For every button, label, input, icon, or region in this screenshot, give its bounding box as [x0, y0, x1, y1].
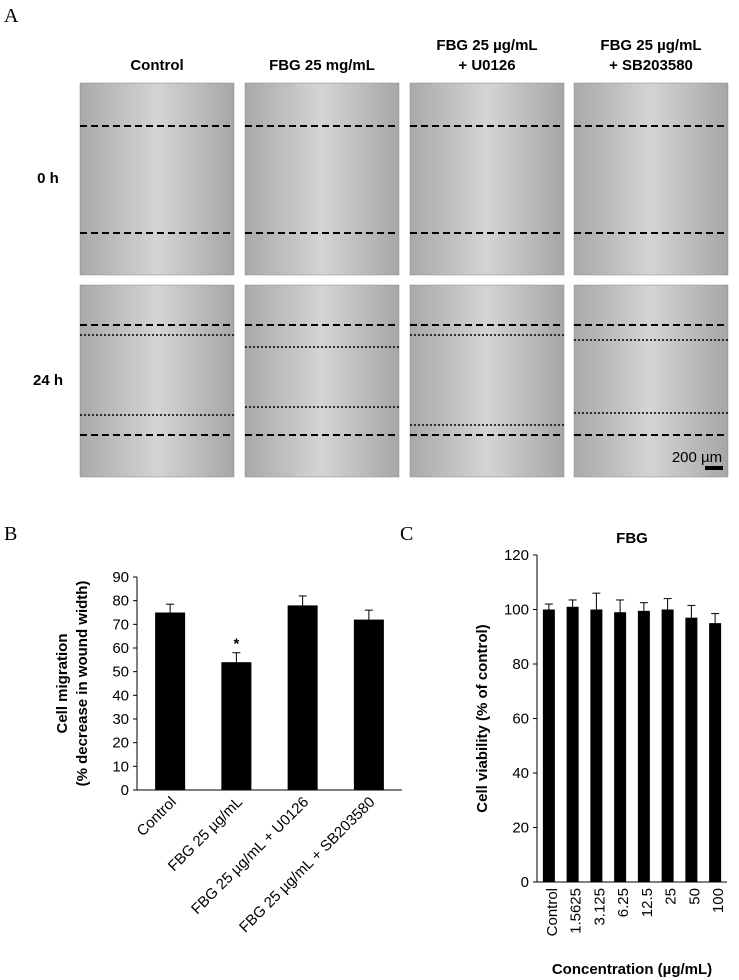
y-tick-label: 20 — [112, 735, 129, 752]
micrograph — [79, 82, 235, 276]
bar — [614, 612, 627, 882]
panel-label: A — [4, 5, 19, 27]
bar — [590, 609, 603, 882]
x-tick-label: Control — [134, 794, 180, 840]
bar — [661, 609, 674, 882]
panel-label: C — [400, 523, 413, 545]
y-axis-label: Cell viability (% of control) — [474, 624, 491, 812]
micrograph — [573, 82, 729, 276]
x-tick-label: FBG 25 µg/mL + U0126 — [188, 794, 312, 918]
micrograph — [79, 284, 235, 478]
bar — [155, 612, 186, 790]
error-bar — [616, 599, 625, 625]
error-bar — [687, 604, 696, 631]
row-label: 0 h — [37, 170, 59, 187]
y-tick-label: 80 — [112, 593, 129, 610]
scale-bar — [705, 466, 723, 470]
column-header: + SB203580 — [609, 57, 693, 74]
y-tick-label: 60 — [112, 640, 129, 657]
x-tick-label: Control — [544, 888, 561, 936]
y-tick-label: 40 — [512, 765, 529, 782]
micrograph — [244, 82, 400, 276]
micrograph — [573, 284, 729, 478]
bar — [353, 619, 384, 790]
micrograph — [409, 284, 565, 478]
error-bar — [663, 598, 672, 621]
column-header: FBG 25 µg/mL — [436, 37, 537, 54]
column-header: + U0126 — [458, 57, 515, 74]
error-bar — [298, 595, 307, 616]
bar — [709, 623, 722, 882]
x-tick-label: 6.25 — [615, 888, 632, 917]
chart-title: FBG — [616, 530, 648, 547]
x-axis-label: Concentration (µg/mL) — [552, 961, 712, 978]
scale-bar-label: 200 µm — [672, 449, 722, 466]
row-label: 24 h — [33, 372, 63, 389]
bar — [566, 606, 579, 882]
error-bar — [232, 652, 241, 673]
bar — [221, 662, 252, 790]
y-tick-label: 20 — [512, 820, 529, 837]
micrograph — [409, 82, 565, 276]
column-header: FBG 25 µg/mL — [600, 37, 701, 54]
error-bar — [166, 603, 175, 622]
y-tick-label: 30 — [112, 711, 129, 728]
error-bar — [544, 603, 553, 616]
y-tick-label: 50 — [112, 664, 129, 681]
column-header: FBG 25 mg/mL — [269, 57, 375, 74]
y-tick-label: 0 — [121, 782, 129, 799]
y-tick-label: 40 — [112, 687, 129, 704]
error-bar — [568, 599, 577, 615]
y-tick-label: 10 — [112, 758, 129, 775]
y-tick-label: 60 — [512, 711, 529, 728]
x-tick-label: FBG 25 µg/mL + SB203580 — [236, 794, 378, 936]
x-tick-label: 1.5625 — [568, 888, 585, 934]
bar — [637, 610, 650, 882]
y-tick-label: 0 — [521, 874, 529, 891]
y-tick-label: 90 — [112, 569, 129, 586]
y-tick-label: 70 — [112, 616, 129, 633]
error-bar — [364, 609, 373, 630]
panel-label: B — [4, 523, 17, 545]
x-tick-label: 50 — [686, 888, 703, 905]
y-tick-label: 100 — [504, 602, 529, 619]
x-tick-label: 12.5 — [639, 888, 656, 917]
micrograph — [244, 284, 400, 478]
column-header: Control — [130, 57, 183, 74]
significance-marker: * — [233, 636, 239, 653]
y-tick-label: 120 — [504, 547, 529, 564]
bar — [287, 605, 318, 790]
x-tick-label: 100 — [710, 888, 727, 913]
bar — [542, 609, 555, 882]
y-tick-label: 80 — [512, 656, 529, 673]
error-bar — [711, 613, 720, 634]
x-tick-label: 25 — [663, 888, 680, 905]
bar — [685, 617, 698, 882]
y-axis-label: Cell migration — [54, 633, 71, 733]
y-axis-label: (% decrease in wound width) — [74, 581, 91, 787]
error-bar — [592, 592, 601, 627]
error-bar — [639, 602, 648, 620]
x-tick-label: 3.125 — [591, 888, 608, 926]
